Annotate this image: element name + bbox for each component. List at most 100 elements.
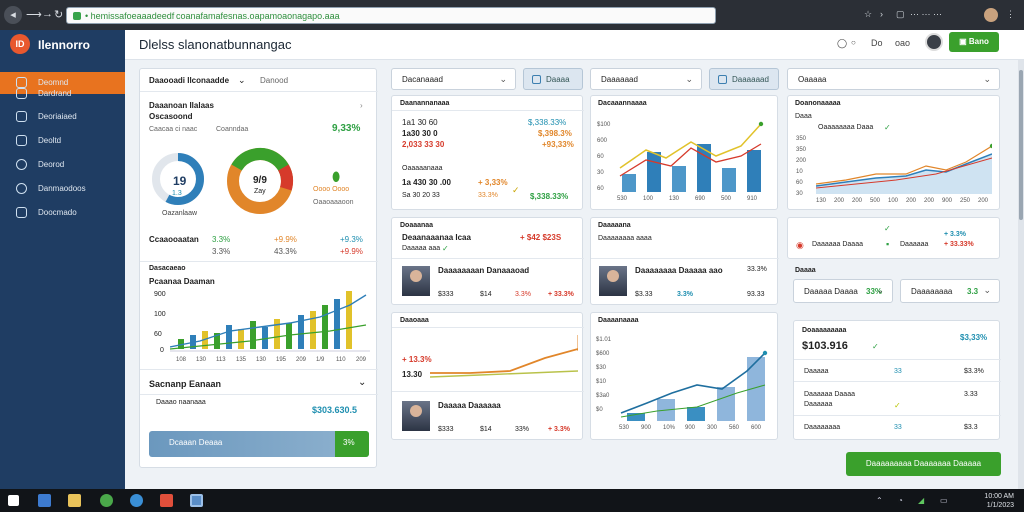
- sidebar-item-label: Danmaodoos: [38, 184, 86, 193]
- avatar[interactable]: [402, 401, 430, 431]
- col3-card-3: Daaaanaaaa $1.01 $600 $30 $10 $3a0 $0 530 900 1…: [590, 312, 778, 440]
- item-value: + 3.3%: [944, 231, 966, 238]
- card-title: Daaaaana: [598, 222, 631, 229]
- col3-dropdown[interactable]: Daaaaaad ⌄: [590, 68, 702, 90]
- row-label: Daaaaaaaa: [804, 424, 841, 431]
- row-label: Daaaaa: [804, 368, 829, 375]
- back-icon[interactable]: ◂: [4, 6, 22, 24]
- big-value: 9,33%: [332, 123, 361, 134]
- bar: [262, 327, 268, 349]
- x-tick-label: 200: [924, 198, 935, 204]
- battery-icon[interactable]: ▭: [940, 496, 948, 505]
- stat-value: +9.9%: [340, 247, 363, 256]
- filter-dropdown[interactable]: Daaaaaaaa 3.3 ⌄: [900, 279, 1000, 303]
- person-name[interactable]: Daaaaaaaan Danaaaoad: [438, 266, 530, 275]
- top-header: Dlelss slanonatbunnangac ◯ ○ Do oao ▣ Ba…: [125, 30, 1024, 60]
- x-tick-label: 100: [643, 196, 654, 202]
- square-icon: [718, 75, 727, 84]
- person-name[interactable]: Daaaaaaaa Daaaaa aao: [635, 266, 723, 275]
- globe-icon[interactable]: [130, 494, 143, 507]
- series-line: [620, 352, 766, 414]
- address-bar[interactable]: • hemissafoeaaadeedf coanafamafesnas.oap…: [66, 7, 716, 24]
- notification-icon[interactable]: ○: [851, 38, 856, 47]
- volume-icon[interactable]: ◢: [918, 496, 925, 505]
- y-tick-label: 30: [796, 191, 803, 197]
- avatar[interactable]: [402, 266, 430, 296]
- bar: [717, 387, 735, 421]
- help-icon[interactable]: ◯: [837, 38, 848, 48]
- person-stat: $14: [480, 291, 492, 298]
- main-content: Daaooadi Ilconaadde ⌄ Danood Daaanoan Il…: [125, 60, 1018, 489]
- row-value: 33.3%: [478, 192, 498, 199]
- y-tick-label: $100: [597, 122, 611, 128]
- browser-icon[interactable]: [100, 494, 113, 507]
- divider: [392, 327, 584, 328]
- bar: [178, 339, 184, 349]
- item-value: + 33.33%: [944, 241, 974, 248]
- progress-bar[interactable]: Dcaaan Deaaa 3%: [149, 431, 369, 457]
- forward-icon[interactable]: ⟶: [26, 9, 42, 21]
- sidebar-item-dashboard[interactable]: Dardrand: [0, 86, 125, 100]
- col2-button[interactable]: Daaaa: [523, 68, 583, 90]
- series-line: [816, 145, 992, 185]
- menu-icon[interactable]: ⋯ ⋯ ⋯: [910, 9, 943, 19]
- row-value: $,338.33%: [528, 118, 567, 127]
- folder-icon[interactable]: [68, 494, 81, 507]
- start-icon[interactable]: [8, 495, 19, 506]
- arrow-icon[interactable]: ›: [880, 9, 883, 19]
- chevron-down-icon[interactable]: ⌄: [238, 75, 246, 85]
- donut-segment: [152, 153, 204, 205]
- star-icon[interactable]: ☆: [864, 9, 873, 19]
- row-value: $3.3: [964, 424, 978, 431]
- scrollbar-thumb[interactable]: [1019, 70, 1023, 220]
- sidebar-item-apps[interactable]: Doocmado: [0, 202, 125, 224]
- chevron-up-icon[interactable]: ⌃: [876, 496, 883, 505]
- header-action-label: Bano: [968, 37, 989, 46]
- network-icon[interactable]: ◔: [898, 496, 903, 505]
- sidebar-item-label: Deoltd: [38, 136, 62, 145]
- col3-button[interactable]: Daaaaaad: [709, 68, 779, 90]
- chevron-down-icon[interactable]: ⌄: [358, 377, 367, 388]
- dropdown-label: Daaaaaaaa: [911, 287, 953, 296]
- col1-dropdown[interactable]: Daaooadi Ilconaadde: [149, 76, 230, 85]
- sidebar-item-reports[interactable]: Deoriaiaed: [0, 106, 125, 128]
- header-action-button[interactable]: ▣ Bano: [949, 32, 999, 52]
- col2-dropdown[interactable]: Dacanaaad ⌄: [391, 68, 516, 90]
- sidebar-item-settings[interactable]: Danmaodoos: [0, 178, 125, 200]
- clock[interactable]: 10:00 AM 1/1/2023: [984, 492, 1014, 510]
- scrollbar[interactable]: [1018, 60, 1024, 489]
- forward-arrow-icon[interactable]: →: [42, 8, 53, 20]
- avatar[interactable]: [599, 266, 627, 296]
- window-icon[interactable]: [38, 494, 51, 507]
- col2-card-2: Doaaanaa Deaanaaanaa Icaa + $42 $23S Daa…: [391, 217, 584, 305]
- extension-icon[interactable]: ▢: [896, 9, 905, 19]
- primary-action-button[interactable]: Daaaaaaaaa Daaaaaaa Daaaaa: [846, 452, 1001, 476]
- x-tick-label: 900: [641, 425, 652, 431]
- filter-dropdown[interactable]: Daaaaa Daaaa 33% ⌄: [793, 279, 893, 303]
- avatar[interactable]: [925, 33, 943, 51]
- person-stat: $14: [480, 426, 492, 433]
- col4-dropdown[interactable]: Oaaaaa ⌄: [787, 68, 1000, 90]
- chevron-down-icon: ⌄: [983, 285, 991, 295]
- active-window-icon[interactable]: [190, 494, 203, 507]
- bar: [747, 150, 761, 192]
- user-short-name[interactable]: oao: [895, 38, 911, 48]
- x-tick-label: 500: [721, 196, 732, 202]
- bar-line-chart: [619, 121, 764, 192]
- menu-dots-icon[interactable]: ⋮: [1006, 9, 1015, 19]
- sidebar-item-users[interactable]: Deorod: [0, 154, 125, 176]
- clock-icon: [16, 135, 27, 146]
- chevron-right-icon[interactable]: ›: [360, 101, 363, 110]
- divider: [794, 415, 1001, 416]
- person-name[interactable]: Daaaaa Daaaaaa: [438, 401, 501, 410]
- refresh-icon[interactable]: ↻: [54, 9, 64, 21]
- help-link[interactable]: Do: [871, 38, 883, 48]
- col4-card-2: ◉ Daaaaaa Daaaa ▪ Daaaaaa + 33.33% + 3.3…: [787, 217, 1000, 259]
- sidebar-item-home[interactable]: Deomnd: [0, 72, 125, 94]
- sidebar-item-history[interactable]: Deoltd: [0, 130, 125, 152]
- col1-tab[interactable]: Danood: [260, 76, 289, 85]
- chevron-down-icon: ⌄: [499, 74, 507, 84]
- app-icon[interactable]: [160, 494, 173, 507]
- card-title: Doaaanaa: [400, 222, 434, 229]
- profile-avatar[interactable]: [984, 8, 998, 22]
